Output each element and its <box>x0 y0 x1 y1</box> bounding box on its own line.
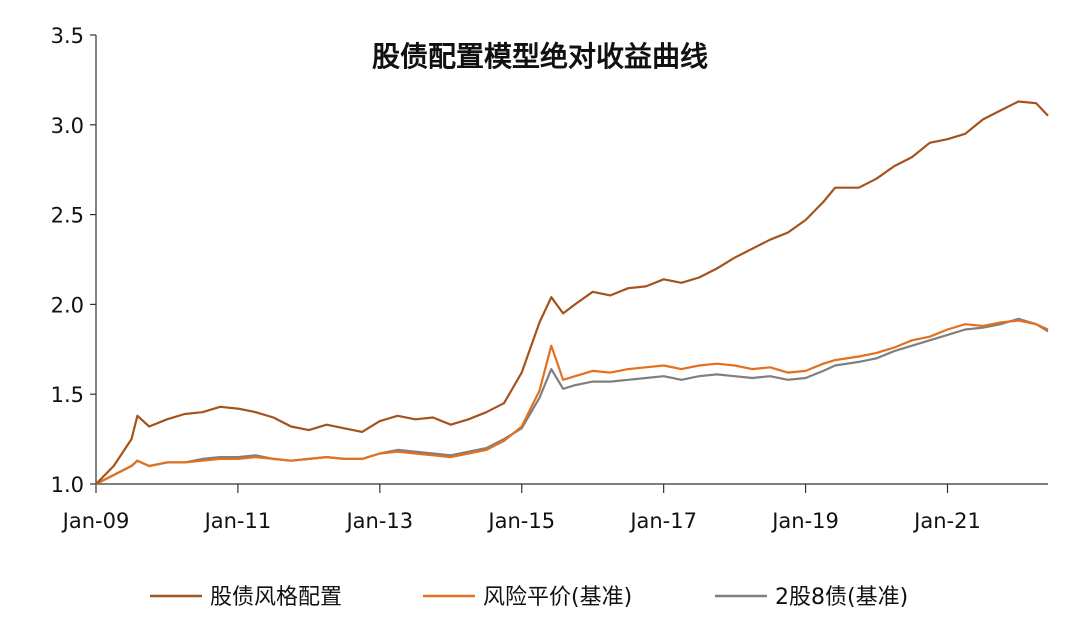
series-line-2 <box>95 319 1049 485</box>
x-tick-label: Jan-19 <box>770 509 839 533</box>
y-tick-label: 3.5 <box>51 24 84 48</box>
y-tick-label: 3.0 <box>51 114 84 138</box>
series-line-1 <box>95 100 1049 485</box>
x-tick-label: Jan-11 <box>203 509 272 533</box>
legend-label-2: 风险平价(基准) <box>483 585 632 610</box>
y-tick-label: 1.5 <box>51 383 84 407</box>
chart-title: 股债配置模型绝对收益曲线 <box>372 40 708 73</box>
y-tick-label: 2.5 <box>51 204 84 228</box>
legend-label-3: 2股8债(基准) <box>775 585 908 610</box>
legend-label-1: 股债风格配置 <box>210 585 342 610</box>
series-group <box>95 100 1049 485</box>
series-line-3 <box>95 317 1049 485</box>
y-axis: 1.0 1.5 2.0 2.5 3.0 3.5 <box>51 24 97 497</box>
x-tick-label: Jan-15 <box>486 509 555 533</box>
x-tick-label: Jan-21 <box>912 509 981 533</box>
y-tick-label: 2.0 <box>51 293 84 317</box>
x-tick-label: Jan-17 <box>628 509 697 533</box>
legend: 股债风格配置 风险平价(基准) 2股8债(基准) <box>150 585 908 610</box>
x-tick-label: Jan-13 <box>344 509 413 533</box>
x-axis: Jan-09 Jan-11 Jan-13 Jan-15 Jan-17 Jan-19 Jan-… <box>61 483 1048 533</box>
y-tick-label: 1.0 <box>51 473 84 497</box>
x-tick-label: Jan-09 <box>61 509 130 533</box>
